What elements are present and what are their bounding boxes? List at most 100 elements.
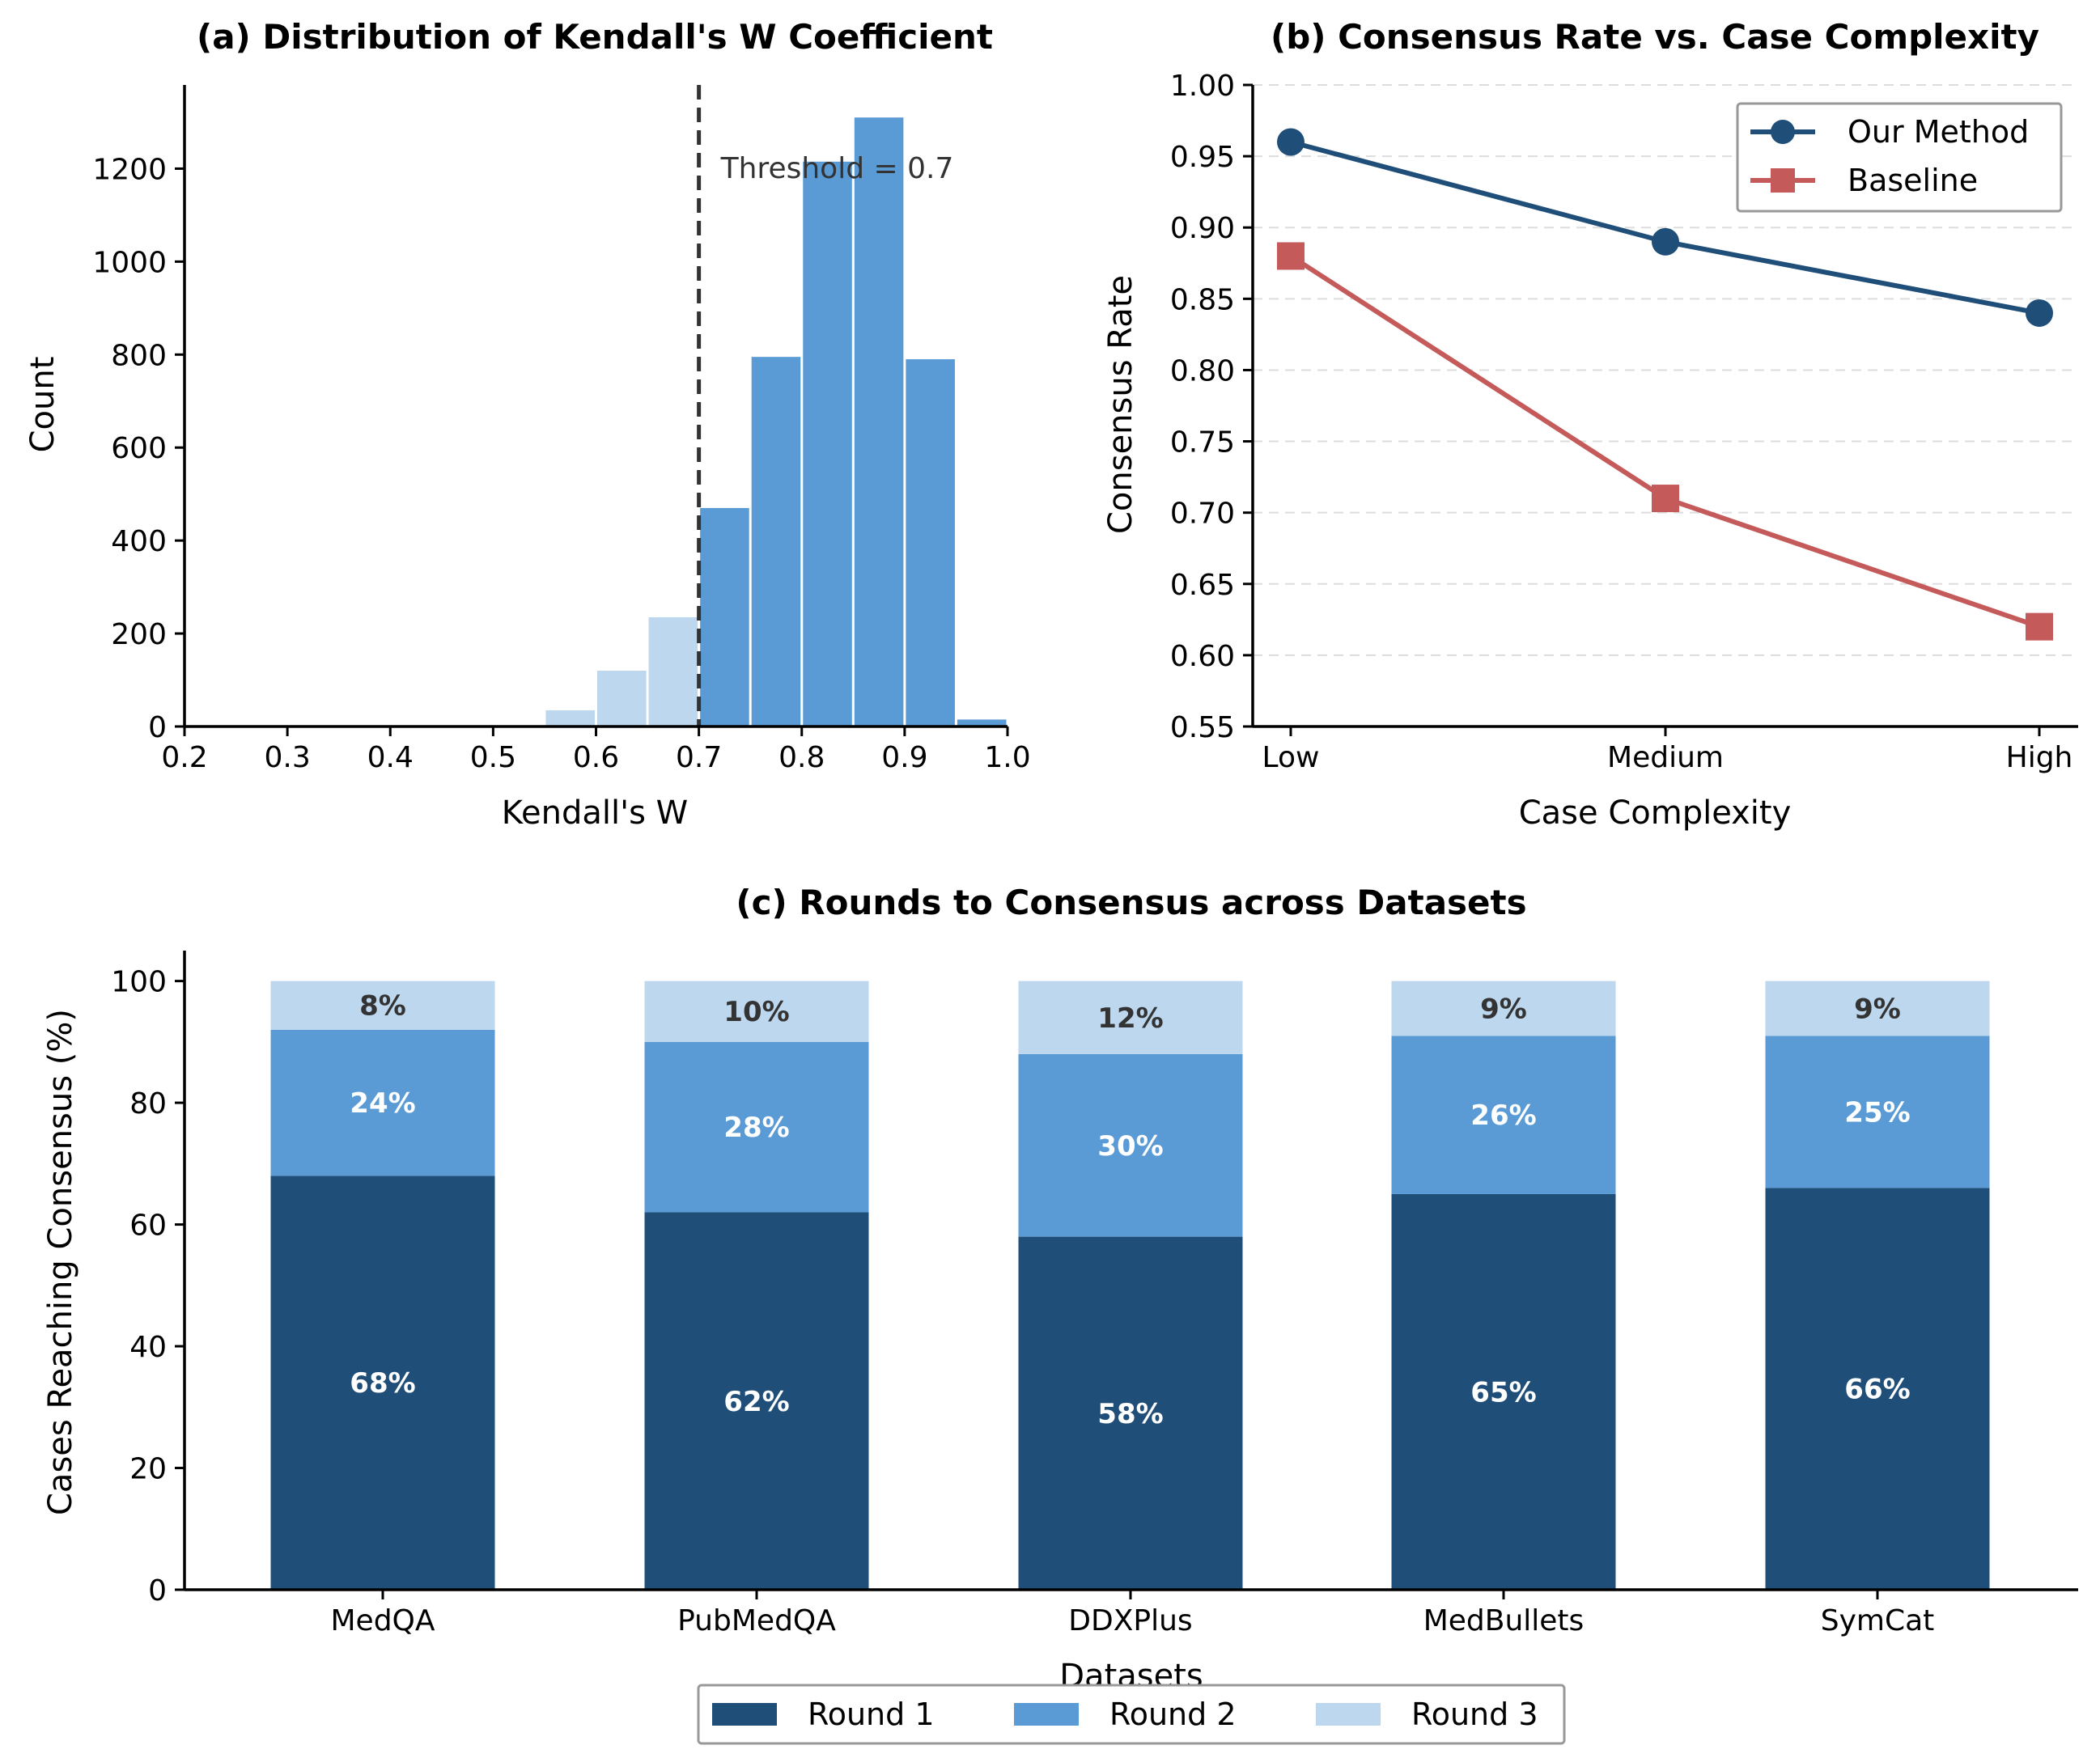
legend-label-round-2: Round 2 (1109, 1697, 1237, 1732)
our-method-point (1652, 227, 1679, 256)
y-tick-label: 20 (129, 1453, 167, 1486)
x-tick-label: MedBullets (1423, 1604, 1585, 1637)
x-tick-label: SymCat (1821, 1604, 1935, 1637)
histogram-bar (648, 616, 698, 726)
y-tick-label: 0.65 (1170, 569, 1235, 602)
stacked-bar-round-3 (270, 981, 495, 1030)
panel-a-ylabel: Count (24, 357, 62, 453)
stacked-bar-round-1 (270, 1176, 495, 1590)
histogram-bar (854, 117, 904, 727)
legend-marker-our-method (1771, 120, 1795, 144)
bar-value-label: 30% (1097, 1130, 1163, 1163)
stacked-bar-round-3 (1018, 981, 1243, 1054)
panel-c-legend: Round 1 Round 2 Round 3 (697, 1684, 1566, 1745)
y-tick-label: 0 (148, 1574, 167, 1608)
bar-value-label: 24% (350, 1087, 415, 1120)
x-tick-label: Low (1262, 741, 1320, 774)
panel-a-xlabel: Kendall's W (502, 794, 688, 832)
y-tick-label: 0.75 (1170, 426, 1235, 460)
stacked-bar-round-2 (1765, 1036, 1990, 1188)
legend-label-our-method: Our Method (1848, 114, 2029, 150)
legend-swatch-round-2 (1014, 1703, 1079, 1726)
legend-label-round-3: Round 3 (1411, 1697, 1538, 1732)
legend-swatch-round-3 (1316, 1703, 1381, 1726)
x-tick-label: Medium (1607, 741, 1724, 774)
stacked-bar-round-1 (1391, 1193, 1616, 1590)
x-tick-label: 0.3 (264, 741, 310, 774)
bar-value-label: 8% (359, 990, 406, 1023)
stacked-bar-round-3 (1765, 981, 1990, 1036)
y-tick-label: 1000 (92, 246, 167, 279)
panel-b-line-chart: (b) Consensus Rate vs. Case Complexity L… (1102, 17, 2078, 832)
stacked-bar-round-3 (644, 981, 869, 1042)
y-tick-label: 1.00 (1170, 70, 1235, 103)
x-tick-label: DDXPlus (1068, 1604, 1192, 1637)
y-tick-label: 600 (111, 432, 167, 465)
bar-value-label: 62% (723, 1386, 789, 1418)
x-tick-label: 0.7 (676, 741, 722, 774)
x-tick-label: 0.4 (367, 741, 414, 774)
y-tick-label: 40 (129, 1331, 167, 1364)
histogram-bar (597, 671, 647, 726)
panel-c-legend-box (697, 1684, 1566, 1745)
bar-value-label: 58% (1097, 1398, 1163, 1430)
baseline-point (2026, 612, 2053, 641)
y-tick-label: 400 (111, 525, 167, 558)
panel-a-histogram: (a) Distribution of Kendall's W Coeffici… (24, 17, 1031, 832)
panel-b-ylabel: Consensus Rate (1102, 275, 1139, 534)
histogram-bar (957, 719, 1007, 726)
x-tick-label: MedQA (330, 1604, 435, 1637)
legend-swatch-round-1 (712, 1703, 777, 1726)
panel-c-title: (c) Rounds to Consensus across Datasets (736, 883, 1526, 922)
bar-value-label: 9% (1854, 993, 1901, 1025)
bar-value-label: 12% (1097, 1002, 1163, 1035)
y-tick-label: 100 (111, 966, 167, 999)
bar-value-label: 65% (1470, 1376, 1536, 1409)
x-tick-label: PubMedQA (677, 1604, 836, 1637)
legend-label-round-1: Round 1 (808, 1697, 935, 1732)
y-tick-label: 0.60 (1170, 640, 1235, 673)
legend-marker-baseline (1771, 168, 1795, 193)
x-tick-label: High (2006, 741, 2073, 774)
bar-value-label: 68% (350, 1367, 415, 1400)
histogram-bar (803, 161, 852, 727)
y-tick-label: 1200 (92, 153, 167, 186)
x-tick-label: 0.8 (778, 741, 825, 774)
y-tick-label: 0.70 (1170, 498, 1235, 531)
x-tick-label: 0.6 (573, 741, 619, 774)
bar-value-label: 10% (723, 996, 789, 1028)
histogram-bar (700, 507, 749, 726)
panel-c-ylabel: Cases Reaching Consensus (%) (42, 1009, 79, 1515)
y-tick-label: 200 (111, 618, 167, 651)
stacked-bar-round-1 (1018, 1236, 1243, 1590)
y-tick-label: 800 (111, 339, 167, 372)
x-tick-label: 0.2 (161, 741, 207, 774)
bar-value-label: 9% (1480, 993, 1527, 1025)
y-tick-label: 0 (148, 711, 167, 744)
stacked-bar-round-1 (644, 1212, 869, 1590)
baseline-point (1652, 485, 1679, 513)
bar-value-label: 66% (1844, 1374, 1910, 1406)
threshold-label: Threshold = 0.7 (720, 152, 954, 185)
panel-b-title: (b) Consensus Rate vs. Case Complexity (1271, 17, 2039, 57)
x-tick-label: 0.5 (470, 741, 516, 774)
y-tick-label: 0.55 (1170, 711, 1235, 744)
stacked-bar-round-2 (644, 1041, 869, 1213)
stacked-bar-round-2 (270, 1029, 495, 1176)
y-tick-label: 0.95 (1170, 141, 1235, 174)
x-tick-label: 0.9 (881, 741, 927, 774)
bar-value-label: 28% (723, 1112, 789, 1144)
histogram-bar (545, 710, 595, 726)
panel-c-stacked-bars: (c) Rounds to Consensus across Datasets … (42, 883, 2078, 1745)
stacked-bar-round-2 (1391, 1036, 1616, 1194)
our-method-point (1277, 128, 1305, 156)
y-tick-label: 60 (129, 1209, 167, 1243)
bar-value-label: 26% (1470, 1099, 1536, 1132)
y-tick-label: 0.85 (1170, 283, 1235, 316)
stacked-bar-round-1 (1765, 1188, 1990, 1590)
histogram-bar (906, 359, 955, 726)
legend-label-baseline: Baseline (1848, 163, 1978, 198)
x-tick-label: 1.0 (984, 741, 1030, 774)
our-method-point (2026, 299, 2053, 327)
